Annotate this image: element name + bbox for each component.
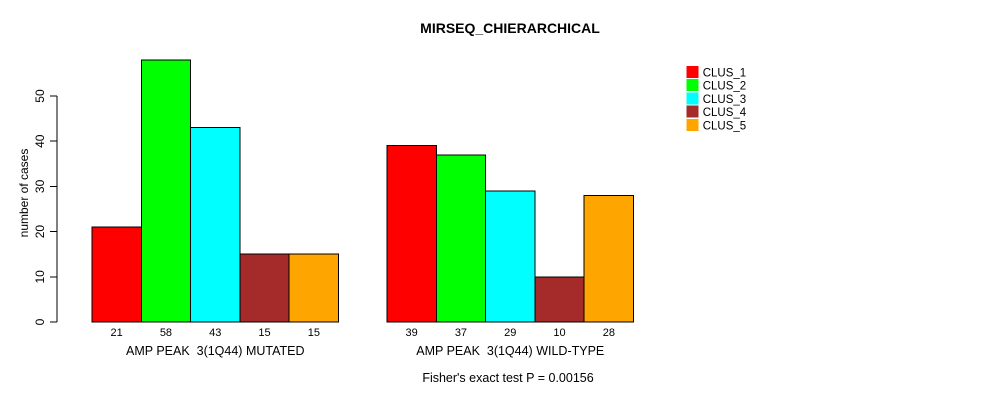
bar-clus_5 — [288, 253, 340, 323]
legend-swatch-clus_3 — [686, 92, 699, 105]
legend-label: CLUS_3 — [703, 94, 746, 106]
annotation-text: Fisher's exact test P = 0.00156 — [422, 371, 594, 385]
bar-value-label: 37 — [455, 327, 467, 339]
legend-label: CLUS_1 — [703, 68, 746, 80]
bar-clus_2 — [140, 59, 192, 323]
y-axis-tick-label: 20 — [33, 225, 47, 239]
bar-value-label: 21 — [111, 327, 123, 339]
chart-title: MIRSEQ_CHIERARCHICAL — [420, 20, 600, 36]
y-axis-tick-label: 50 — [33, 89, 47, 103]
legend-label: CLUS_2 — [703, 81, 746, 93]
legend-label: CLUS_4 — [703, 107, 747, 119]
y-axis-tick-label: 10 — [33, 270, 47, 284]
bar-clus_5 — [583, 194, 635, 323]
group-label: AMP PEAK 3(1Q44) WILD-TYPE — [416, 344, 604, 358]
y-axis-tick-label: 40 — [33, 134, 47, 148]
legend-swatch-clus_1 — [686, 66, 699, 78]
y-axis-tick-label: 30 — [33, 179, 47, 193]
bar-clus_1 — [91, 226, 142, 323]
bar-clus_3 — [190, 127, 241, 323]
bar-value-label: 29 — [504, 327, 516, 339]
bar-clus_1 — [386, 145, 437, 323]
legend-label: CLUS_5 — [703, 120, 746, 132]
bar-value-label: 58 — [160, 327, 172, 339]
bar-clus_4 — [534, 276, 585, 323]
bar-value-label: 15 — [258, 327, 270, 339]
bar-value-label: 43 — [209, 327, 221, 339]
bar-value-label: 39 — [406, 327, 418, 339]
bar-clus_2 — [435, 154, 487, 323]
bar-value-label: 15 — [308, 327, 320, 339]
bar-value-label: 28 — [603, 327, 615, 339]
y-axis-tick-label: 0 — [33, 318, 47, 325]
bar-value-label: 10 — [553, 327, 565, 339]
bar-clus_3 — [485, 190, 536, 323]
legend-swatch-clus_5 — [686, 118, 699, 131]
bar-clus_4 — [239, 253, 290, 323]
group-label: AMP PEAK 3(1Q44) MUTATED — [126, 344, 305, 358]
legend-swatch-clus_4 — [686, 105, 699, 118]
legend-swatch-clus_2 — [686, 79, 699, 92]
